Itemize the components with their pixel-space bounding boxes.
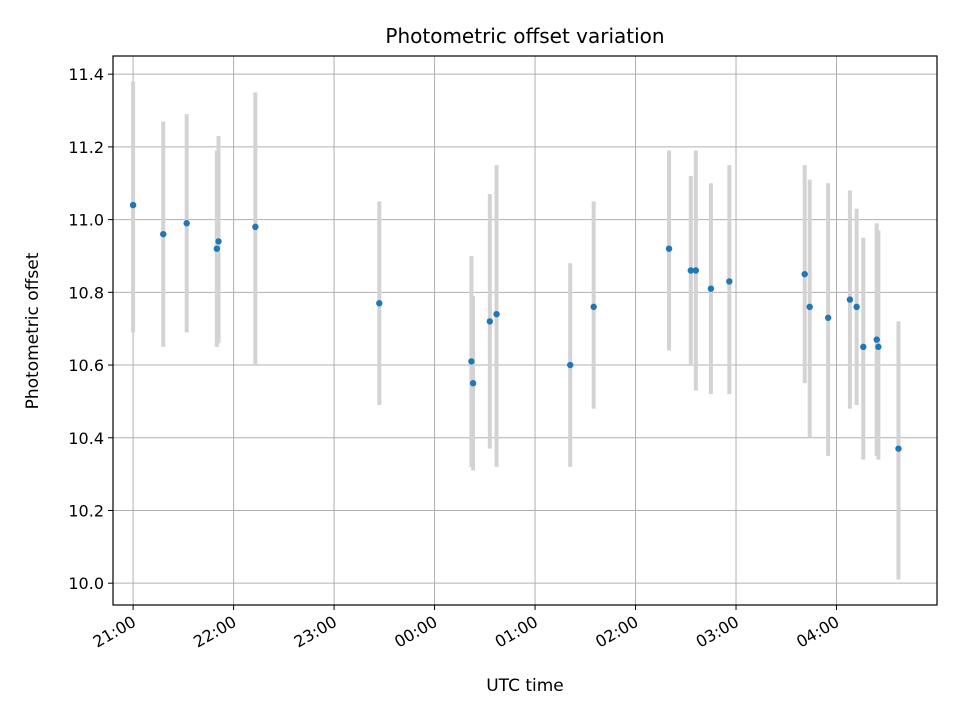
y-tick-label: 10.6 [68, 356, 104, 375]
data-point [853, 303, 860, 311]
y-tick-label: 10.4 [68, 429, 104, 448]
y-axis: 10.0 10.2 10.4 10.6 10.8 11.0 11.2 11.4 [68, 65, 113, 593]
data-point [875, 343, 882, 351]
grid-layer [113, 56, 937, 605]
data-point [376, 300, 383, 307]
data-point [895, 445, 902, 452]
data-point [590, 303, 597, 311]
data-point [726, 278, 733, 285]
data-point [692, 267, 700, 274]
data-point [707, 285, 715, 292]
data-point [129, 201, 137, 209]
y-tick-label: 11.0 [68, 211, 104, 230]
data-point [213, 245, 221, 252]
data-point [183, 220, 190, 227]
data-point [846, 296, 854, 303]
y-tick-label: 10.8 [68, 283, 104, 302]
data-point [486, 318, 494, 325]
y-tick-label: 11.2 [68, 138, 104, 157]
data-point [469, 380, 477, 387]
y-tick-label: 10.0 [68, 574, 104, 593]
point-layer [129, 201, 902, 452]
data-point [252, 223, 259, 231]
data-point [665, 245, 673, 252]
y-tick-label: 11.4 [68, 65, 104, 84]
plot-frame [112, 55, 938, 606]
data-point [493, 310, 500, 318]
chart-title: Photometric offset variation [385, 24, 664, 48]
y-axis-title: Photometric offset [23, 252, 43, 409]
data-point [468, 358, 475, 365]
data-point [860, 343, 867, 351]
x-axis-title: UTC time [486, 676, 564, 696]
data-point [687, 267, 695, 274]
y-tick-label: 10.2 [68, 501, 104, 520]
data-point [806, 303, 813, 311]
data-point [160, 230, 167, 238]
data-point [824, 314, 832, 321]
data-point [873, 336, 880, 343]
data-point [567, 361, 574, 369]
data-point [215, 238, 222, 245]
data-point [801, 270, 808, 278]
